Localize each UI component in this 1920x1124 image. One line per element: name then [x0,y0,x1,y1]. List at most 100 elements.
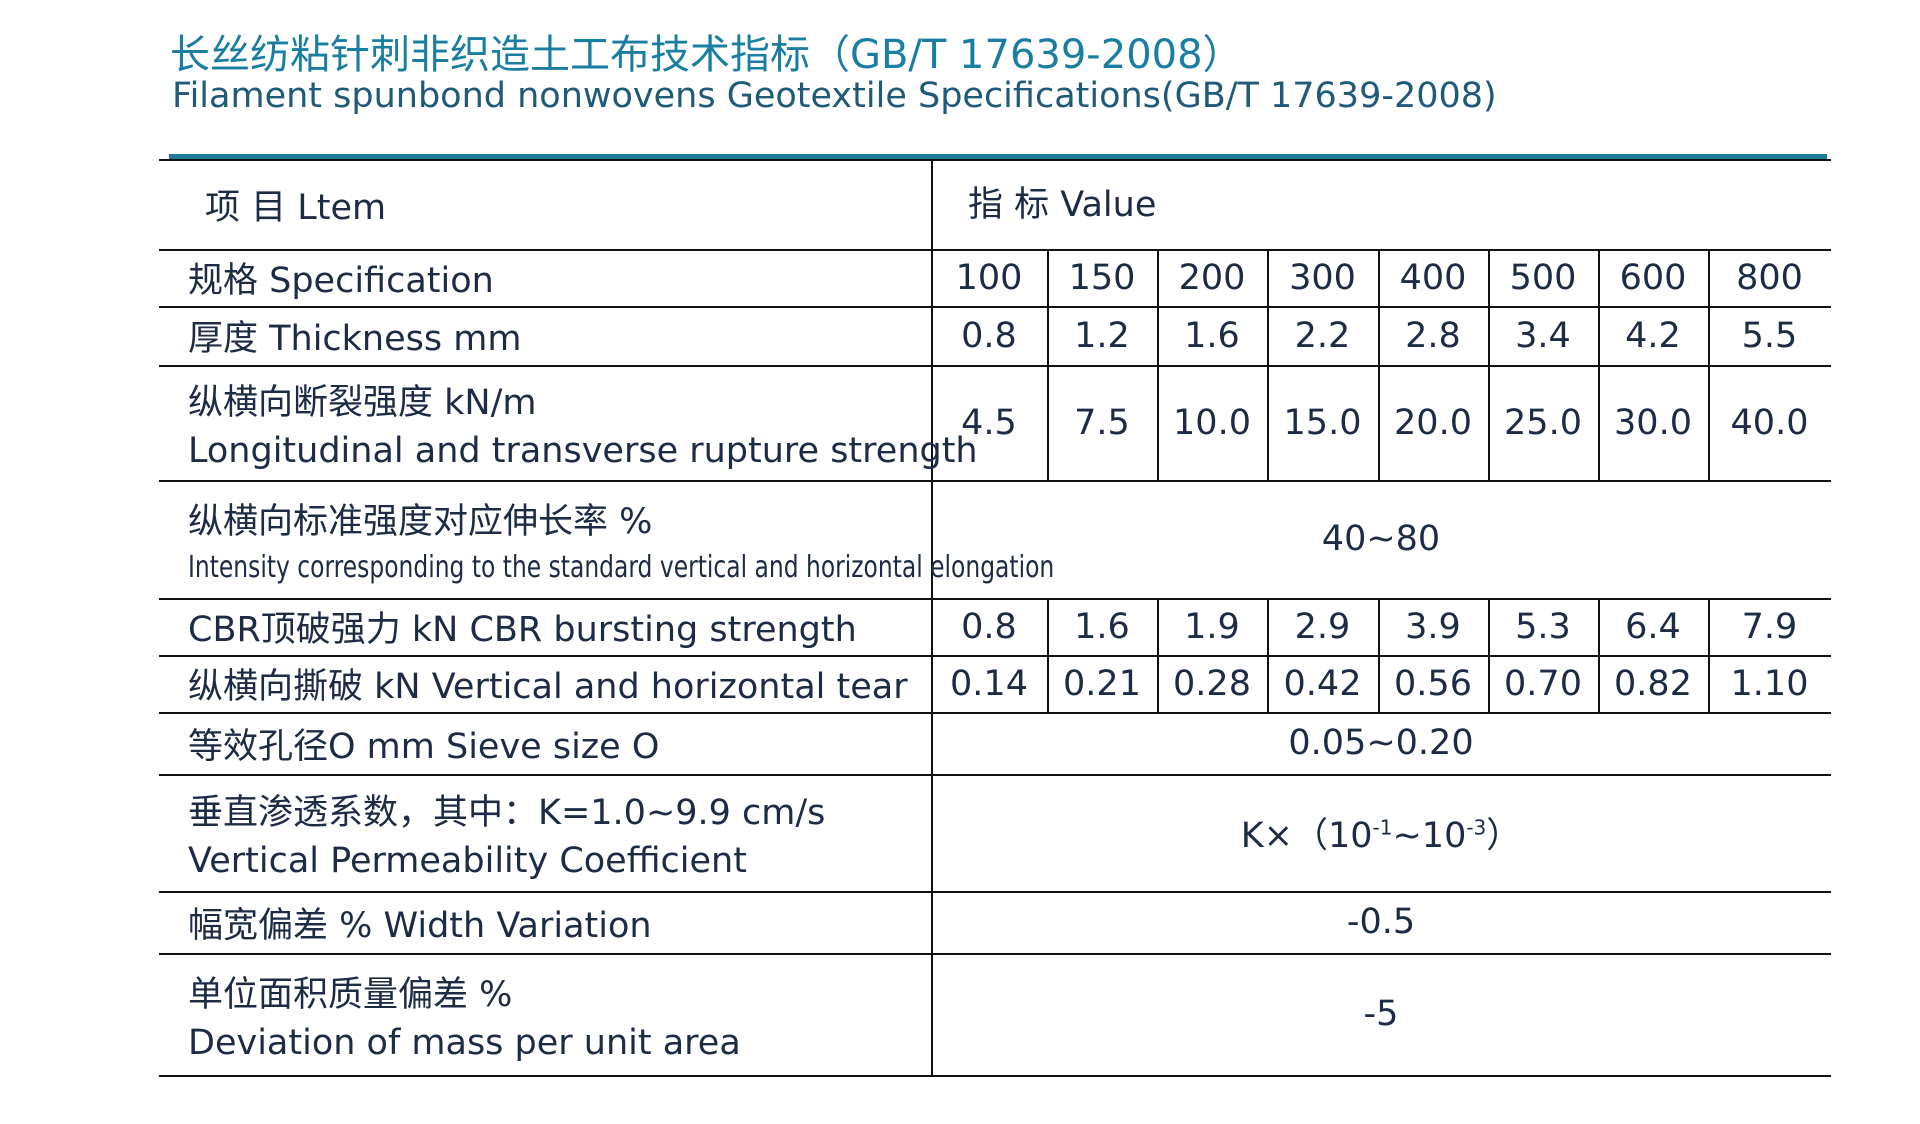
label-line: 单位面积质量偏差 % [188,974,513,1015]
row-label: 规格 Specification [188,249,494,306]
cell-rule [1378,598,1380,655]
row-rule [159,891,1831,893]
cell-rule [1598,655,1600,712]
row-label: 厚度 Thickness mm [188,306,521,365]
value-cell: 2.8 [1405,315,1461,356]
value-cell: 0.56 [1394,663,1472,704]
row-rule [159,365,1831,367]
value-cell: 0.42 [1283,663,1362,704]
value-cell: 6.4 [1625,606,1681,647]
row-rule [159,480,1831,482]
value-cell: 2.9 [1294,606,1351,647]
cell-rule [1598,598,1600,655]
value-span: 0.05~0.20 [1288,723,1474,763]
value-cell: 100 [955,257,1023,298]
cell-rule [1267,306,1269,365]
title-en: Filament spunbond nonwovens Geotextile S… [172,76,1497,116]
value-cell: 3.4 [1515,315,1571,356]
cell-rule [1488,306,1490,365]
value-cell: 0.8 [961,315,1017,356]
cell-rule [1708,306,1710,365]
value-cell: 1.9 [1184,606,1240,647]
value-cell: 4.5 [961,402,1017,443]
cell-rule [1047,306,1049,365]
formula: K×（10-1~10-3） [1241,807,1522,858]
value-cell: 1.2 [1074,315,1130,356]
label-line: CBR顶破强力 kN CBR bursting strength [188,610,857,650]
row-label: 垂直渗透系数，其中：K=1.0~9.9 cm/s Vertical Permeab… [188,774,825,891]
cell-rule [1047,655,1049,712]
row-rule [159,953,1831,955]
row-label: 等效孔径O mm Sieve size O [188,712,659,774]
cell-rule [1598,249,1600,306]
label-line: 纵横向断裂强度 kN/m [188,383,537,423]
label-line: 等效孔径O mm Sieve size O [188,726,660,767]
column-rule [931,159,933,1075]
value-cell: 30.0 [1614,402,1692,443]
value-cell: 200 [1178,257,1246,298]
row-label: 纵横向标准强度对应伸长率 % Intensity corresponding to… [188,480,1299,598]
value-span: -0.5 [1346,902,1416,942]
value-cell: 0.21 [1063,663,1141,704]
value-cell: 800 [1736,257,1803,298]
value-cell: 4.2 [1625,315,1681,356]
formula-text: ~10 [1392,816,1467,856]
value-cell: 2.2 [1294,315,1351,356]
cell-rule [1708,655,1710,712]
row-rule [159,712,1831,714]
value-cell: 1.10 [1730,663,1809,704]
cell-rule [1488,249,1490,306]
row-rule [159,655,1831,657]
label-line: Deviation of mass per unit area [188,1022,741,1063]
value-cell: 0.28 [1173,663,1251,704]
cell-rule [1267,365,1269,480]
value-span: K×（10-1~10-3） [931,774,1831,891]
value-cell: 10.0 [1173,402,1251,443]
value-cell: 40.0 [1730,402,1809,443]
value-cell: 400 [1399,257,1467,298]
label-line: 垂直渗透系数，其中：K=1.0~9.9 cm/s [188,793,826,833]
cell-rule [1157,655,1159,712]
value-span: -5 [1363,994,1399,1034]
value-cell: 300 [1289,257,1356,298]
label-line: 纵横向标准强度对应伸长率 % [188,502,653,542]
formula-text: K×（10 [1240,816,1373,856]
value-cell: 1.6 [1184,315,1240,356]
header-value: 指 标 Value [968,185,1157,225]
value-cell: 0.70 [1504,663,1582,704]
cell-rule [1488,598,1490,655]
label-line: Longitudinal and transverse rupture stre… [188,431,978,471]
row-label: 纵横向撕破 kN Vertical and horizontal tear [188,655,908,712]
cell-rule [1157,249,1159,306]
cell-rule [1598,306,1600,365]
value-cell: 5.5 [1741,315,1798,356]
row-label: 单位面积质量偏差 % Deviation of mass per unit are… [188,953,741,1075]
cell-rule [1047,598,1049,655]
row-rule [159,598,1831,600]
row-label: 幅宽偏差 % Width Variation [188,891,652,953]
cell-rule [1378,655,1380,712]
value-cell: 5.3 [1515,606,1571,647]
cell-rule [1267,598,1269,655]
value-cell: 25.0 [1504,402,1582,443]
value-cell: 7.9 [1741,606,1798,647]
cell-rule [1378,306,1380,365]
cell-rule [1047,249,1049,306]
label-line: Intensity corresponding to the standard … [188,550,1055,585]
cell-rule [1598,365,1600,480]
cell-rule [1488,655,1490,712]
cell-rule [1267,249,1269,306]
cell-rule [1708,365,1710,480]
row-label: 纵横向断裂强度 kN/m Longitudinal and transverse … [188,365,978,480]
cell-rule [1378,249,1380,306]
label-line: 厚度 Thickness mm [188,319,522,359]
header-item: 项 目 Ltem [205,187,387,228]
value-cell: 1.6 [1074,606,1130,647]
value-cell: 150 [1068,257,1136,298]
row-rule [159,774,1831,776]
row-rule [159,159,1831,161]
row-rule [159,306,1831,308]
value-cell: 7.5 [1074,402,1130,443]
row-rule [159,1075,1831,1077]
superscript: -3 [1466,815,1487,840]
